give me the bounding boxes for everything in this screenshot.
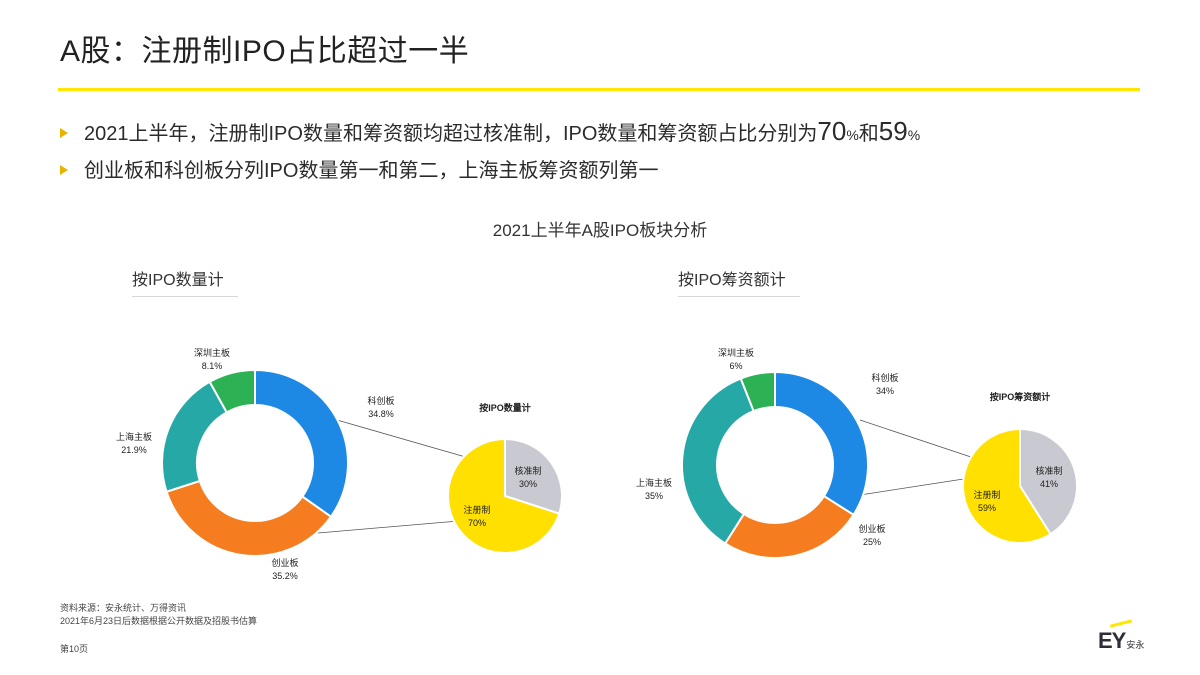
count-pie-slice-0: [504, 437, 563, 515]
amount-donut-0-name-label: 科创板: [871, 372, 898, 383]
connector-line-right-top: [859, 419, 975, 459]
subtitle-amount-underline: [678, 296, 800, 297]
count-donut-1-value-label: 35.2%: [272, 571, 298, 581]
amount-pie-1-value-label: 59%: [978, 503, 996, 513]
count-donut-slice-3: [208, 368, 256, 414]
chart-title: 2021上半年A股IPO板块分析: [492, 221, 708, 240]
count-pie-0-value-label: 30%: [519, 479, 537, 489]
source-note: 资料来源：安永统计、万得资讯 2021年6月23日后数据根据公开数据及招股书估算: [60, 602, 257, 628]
amount-donut-1-name-label: 创业板: [858, 523, 885, 534]
count-pie-1-value-label: 70%: [468, 518, 486, 528]
bullet-1-value-1: 70: [817, 116, 847, 146]
bullet-2: 创业板和科创板分列IPO数量第一和第二，上海主板筹资额列第一: [60, 154, 658, 183]
bullet-1-text: 2021上半年，注册制IPO数量和筹资额均超过核准制，IPO数量和筹资额占比分别…: [84, 123, 818, 145]
bullet-1-pct-2: %: [907, 127, 921, 143]
amount-donut-slice-2: [681, 377, 755, 545]
count-pie-1-name-label: 注册制: [463, 504, 490, 515]
page-number: 第10页: [60, 644, 89, 654]
ey-logo: EY安永: [1098, 619, 1145, 654]
logo-cn-text: 安永: [1126, 640, 1145, 650]
count-donut-slice-0: [254, 368, 349, 519]
connector-line-left-top: [329, 417, 477, 461]
count-donut-0-name-label: 科创板: [367, 395, 394, 406]
source-line-2: 2021年6月23日后数据根据公开数据及招股书估算: [60, 616, 258, 626]
subtitle-count: 按IPO数量计: [132, 272, 224, 289]
count-pie-0-name-label: 核准制: [514, 465, 541, 476]
amount-donut-3-value-label: 6%: [729, 361, 742, 371]
count-donut-slice-2: [161, 380, 229, 493]
bullet-1: 2021上半年，注册制IPO数量和筹资额均超过核准制，IPO数量和筹资额占比分别…: [60, 116, 920, 147]
amount-donut-slice-0: [774, 370, 869, 517]
count-donut-slice-1: [165, 479, 333, 557]
subtitle-amount: 按IPO筹资额计: [678, 272, 786, 289]
count-donut-2-name-label: 上海主板: [116, 431, 152, 442]
bullet-2-text: 创业板和科创板分列IPO数量第一和第二，上海主板筹资额列第一: [84, 160, 659, 182]
amount-donut-2-value-label: 35%: [645, 491, 663, 501]
count-donut-2-value-label: 21.9%: [121, 445, 147, 455]
count-pie-title: 按IPO数量计: [479, 402, 531, 413]
amount-donut-slice-3: [739, 370, 776, 413]
amount-donut-1-value-label: 25%: [863, 537, 881, 547]
amount-pie-1-name-label: 注册制: [973, 489, 1000, 500]
amount-pie-title: 按IPO筹资额计: [990, 391, 1051, 402]
logo-text: EY: [1098, 628, 1126, 653]
amount-pie-0-name-label: 核准制: [1035, 465, 1062, 476]
title-underline: [58, 88, 1140, 91]
bullet-1-pct-1: %: [846, 127, 859, 143]
source-line-1: 资料来源：安永统计、万得资讯: [60, 603, 187, 613]
count-pie-slice-1: [447, 437, 561, 554]
count-donut-1-name-label: 创业板: [271, 557, 298, 568]
bullet-1-and: 和: [858, 123, 879, 145]
amount-donut-3-name-label: 深圳主板: [718, 347, 754, 358]
bullet-1-value-2: 59: [878, 116, 908, 146]
bullet-triangle-icon: [60, 164, 68, 175]
count-donut-0-value-label: 34.8%: [368, 409, 394, 419]
bullet-triangle-icon: [60, 127, 68, 138]
amount-donut-slice-1: [723, 494, 855, 559]
subtitle-count-underline: [132, 296, 238, 297]
count-donut-3-name-label: 深圳主板: [194, 347, 230, 358]
connector-line-right-bottom: [859, 477, 971, 496]
count-donut-3-value-label: 8.1%: [202, 361, 223, 371]
amount-pie-slice-1: [962, 427, 1052, 544]
connector-line-left-bottom: [317, 519, 471, 534]
amount-pie-0-value-label: 41%: [1040, 479, 1058, 489]
page-title: A股：注册制IPO占比超过一半: [60, 35, 470, 68]
amount-donut-0-value-label: 34%: [876, 386, 894, 396]
amount-donut-2-name-label: 上海主板: [636, 477, 672, 488]
